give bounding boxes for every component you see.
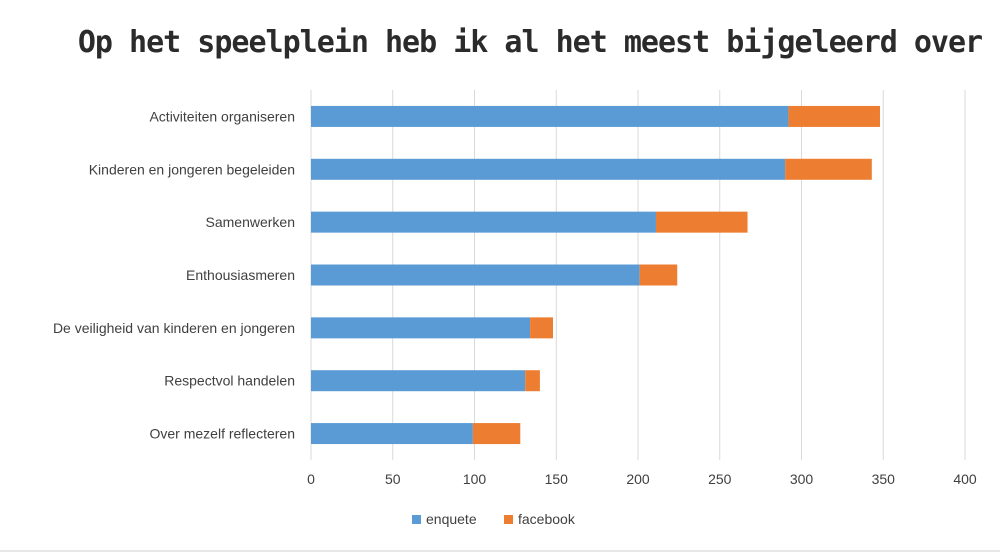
bar-facebook bbox=[639, 264, 678, 286]
category-label: De veiligheid van kinderen en jongeren bbox=[53, 320, 295, 336]
legend-label-facebook: facebook bbox=[518, 511, 576, 527]
bar-facebook bbox=[525, 370, 540, 392]
bar-facebook bbox=[472, 423, 521, 445]
x-tick-label: 100 bbox=[463, 471, 487, 487]
bar-facebook bbox=[530, 317, 553, 339]
bar-facebook bbox=[785, 158, 872, 180]
category-label: Activiteiten organiseren bbox=[149, 108, 295, 124]
legend-swatch-facebook bbox=[504, 515, 513, 524]
x-tick-label: 50 bbox=[385, 471, 401, 487]
category-label: Samenwerken bbox=[206, 214, 296, 230]
category-label: Respectvol handelen bbox=[164, 373, 295, 389]
bar-facebook bbox=[655, 211, 748, 233]
x-tick-label: 200 bbox=[626, 471, 650, 487]
x-axis-tick-labels: 0 50 100 150 200 250 300 350 400 bbox=[307, 471, 977, 487]
bar-facebook bbox=[788, 105, 880, 127]
bar-enquete bbox=[311, 105, 789, 127]
x-tick-label: 150 bbox=[545, 471, 569, 487]
bar-enquete bbox=[311, 211, 656, 233]
x-tick-label: 250 bbox=[708, 471, 732, 487]
x-tick-label: 0 bbox=[307, 471, 315, 487]
x-tick-label: 300 bbox=[790, 471, 814, 487]
bar-enquete bbox=[311, 264, 640, 286]
category-label: Enthousiasmeren bbox=[186, 267, 295, 283]
x-tick-label: 400 bbox=[953, 471, 977, 487]
chart-title: Op het speelplein heb ik al het meest bi… bbox=[78, 25, 982, 60]
bar-enquete bbox=[311, 370, 526, 392]
bar-enquete bbox=[311, 317, 531, 339]
chart-bars bbox=[311, 105, 880, 445]
category-labels: Activiteiten organiseren Kinderen en jong… bbox=[53, 108, 295, 441]
category-label: Kinderen en jongeren begeleiden bbox=[89, 161, 295, 177]
x-tick-label: 350 bbox=[872, 471, 896, 487]
category-label: Over mezelf reflecteren bbox=[150, 426, 296, 442]
bar-enquete bbox=[311, 158, 786, 180]
legend-swatch-enquete bbox=[412, 515, 421, 524]
legend-label-enquete: enquete bbox=[426, 511, 477, 527]
bar-enquete bbox=[311, 423, 473, 445]
chart-legend: enquete facebook bbox=[412, 511, 576, 527]
